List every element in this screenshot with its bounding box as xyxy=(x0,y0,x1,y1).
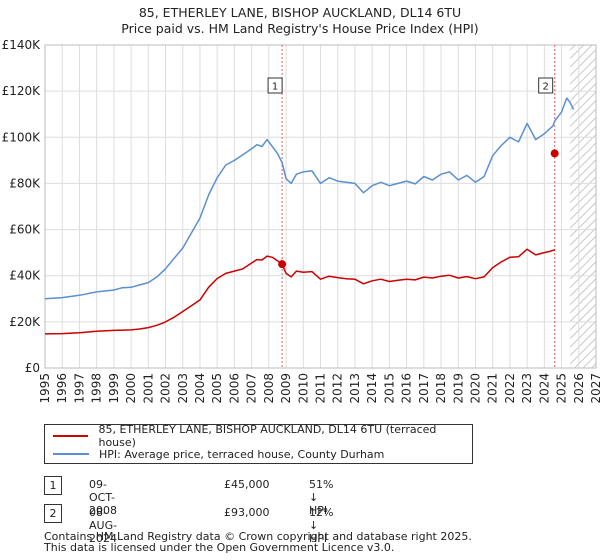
x-tick-label: 2015 xyxy=(382,373,396,404)
y-tick-label: £0 xyxy=(25,361,40,375)
x-tick-label: 2027 xyxy=(589,373,600,404)
x-tick-label: 1996 xyxy=(55,373,69,404)
forecast-hatch-region xyxy=(570,45,596,368)
x-tick-label: 2014 xyxy=(365,373,379,404)
x-tick-label: 2009 xyxy=(279,373,293,404)
sale-marker-label: 2 xyxy=(542,82,548,93)
x-tick-label: 2022 xyxy=(503,373,517,404)
sale-point xyxy=(278,260,287,269)
chart-title-line2: Price paid vs. HM Land Registry's House … xyxy=(121,21,479,36)
x-tick-label: 2004 xyxy=(193,373,207,404)
x-tick-label: 1999 xyxy=(107,373,121,404)
legend-swatch-property xyxy=(53,435,89,437)
x-tick-label: 2013 xyxy=(348,373,362,404)
transaction-date: 09-OCT-2008 xyxy=(89,478,117,517)
x-tick-label: 2017 xyxy=(417,373,431,404)
sale-marker-box xyxy=(538,77,554,94)
transaction-number-badge: 1 xyxy=(44,476,62,495)
legend-item-hpi: HPI: Average price, terraced house, Coun… xyxy=(53,445,384,463)
x-tick-label: 2001 xyxy=(141,373,155,404)
sale-point xyxy=(550,149,559,158)
legend-label-property: 85, ETHERLEY LANE, BISHOP AUCKLAND, DL14… xyxy=(98,423,437,449)
y-tick-label: £20K xyxy=(9,315,41,329)
y-tick-label: £100K xyxy=(2,130,42,144)
x-tick-label: 1997 xyxy=(72,373,86,404)
property-series-line xyxy=(44,248,555,335)
x-tick-label: 2010 xyxy=(296,373,310,404)
x-tick-label: 2006 xyxy=(227,373,241,404)
legend-swatch-hpi xyxy=(53,453,89,455)
footer-line-1: Contains HM Land Registry data © Crown c… xyxy=(44,530,472,543)
y-tick-label: £40K xyxy=(9,269,41,283)
x-tick-label: 1998 xyxy=(90,373,104,404)
x-tick-label: 2018 xyxy=(434,373,448,404)
plot-frame xyxy=(44,44,597,369)
x-tick-label: 2024 xyxy=(537,373,551,404)
transaction-date: 08-AUG-2024 xyxy=(89,506,118,545)
footer-attribution: Contains HM Land Registry data © Crown c… xyxy=(44,531,472,553)
x-tick-label: 2021 xyxy=(486,373,500,404)
x-tick-label: 2007 xyxy=(245,373,259,404)
legend: 85, ETHERLEY LANE, BISHOP AUCKLAND, DL14… xyxy=(44,423,473,464)
transaction-hpi-delta: 51% ↓ HPI xyxy=(309,478,334,517)
y-tick-label: £120K xyxy=(2,84,42,98)
x-tick-label: 2025 xyxy=(555,373,569,404)
x-tick-label: 2003 xyxy=(176,373,190,404)
transaction-hpi-delta: 12% ↓ HPI xyxy=(309,506,334,545)
transaction-price: £93,000 xyxy=(224,506,270,519)
x-tick-label: 2012 xyxy=(331,373,345,404)
legend-label-hpi: HPI: Average price, terraced house, Coun… xyxy=(99,447,385,461)
x-tick-label: 2008 xyxy=(262,373,276,404)
x-tick-label: 2020 xyxy=(468,373,482,404)
y-tick-label: £80K xyxy=(9,176,41,190)
x-tick-label: 2023 xyxy=(520,373,534,404)
footer-line-2: This data is licensed under the Open Gov… xyxy=(44,541,395,554)
y-tick-label: £140K xyxy=(2,38,42,52)
hpi-series-line xyxy=(44,97,575,300)
x-tick-label: 1995 xyxy=(38,373,52,404)
sale-marker-box xyxy=(267,77,283,94)
transaction-number-badge: 2 xyxy=(44,504,62,523)
transaction-price: £45,000 xyxy=(224,478,270,491)
legend-item-property: 85, ETHERLEY LANE, BISHOP AUCKLAND, DL14… xyxy=(53,423,472,449)
chart-title-line1: 85, ETHERLEY LANE, BISHOP AUCKLAND, DL14… xyxy=(138,5,462,20)
x-tick-label: 2005 xyxy=(210,373,224,404)
x-tick-label: 2016 xyxy=(400,373,414,404)
x-tick-label: 2011 xyxy=(314,373,328,404)
x-tick-label: 2000 xyxy=(124,373,138,404)
x-tick-label: 2026 xyxy=(572,373,586,404)
sale-marker-label: 1 xyxy=(272,82,278,93)
x-tick-label: 2019 xyxy=(451,373,465,404)
x-tick-label: 2002 xyxy=(159,373,173,404)
y-tick-label: £60K xyxy=(9,223,41,237)
